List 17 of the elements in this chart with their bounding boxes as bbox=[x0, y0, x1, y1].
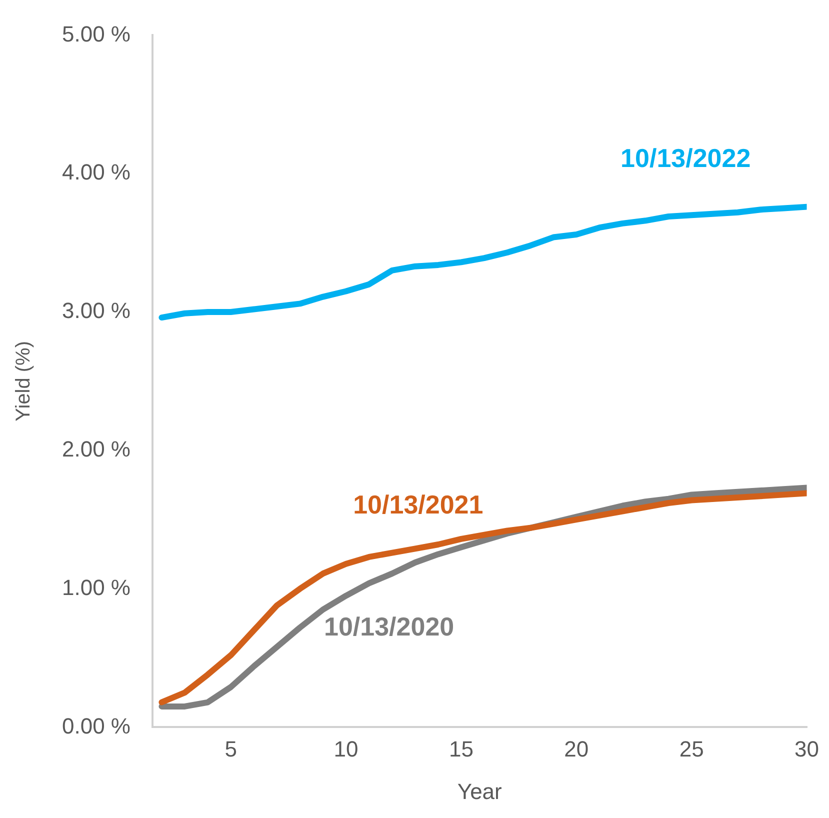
y-axis-title: Yield (%) bbox=[12, 341, 35, 422]
x-tick-label: 15 bbox=[448, 736, 474, 762]
x-tick-label: 25 bbox=[679, 736, 704, 762]
x-tick-label: 20 bbox=[564, 736, 589, 762]
series-label: 10/13/2020 bbox=[324, 611, 454, 642]
y-tick-label: 2.00 % bbox=[62, 436, 130, 462]
x-tick-label: 5 bbox=[224, 736, 237, 762]
x-tick-label: 30 bbox=[794, 736, 820, 762]
y-tick-label: 3.00 % bbox=[62, 298, 130, 324]
series-label: 10/13/2022 bbox=[620, 142, 751, 173]
x-tick-label: 10 bbox=[334, 736, 358, 762]
y-tick-label: 1.00 % bbox=[62, 574, 130, 600]
x-axis-title: Year bbox=[457, 778, 502, 804]
y-tick-label: 4.00 % bbox=[62, 160, 130, 185]
series-label: 10/13/2021 bbox=[353, 490, 484, 520]
y-tick-label: 5.00 % bbox=[62, 21, 130, 46]
y-tick-label: 0.00 % bbox=[62, 713, 130, 738]
